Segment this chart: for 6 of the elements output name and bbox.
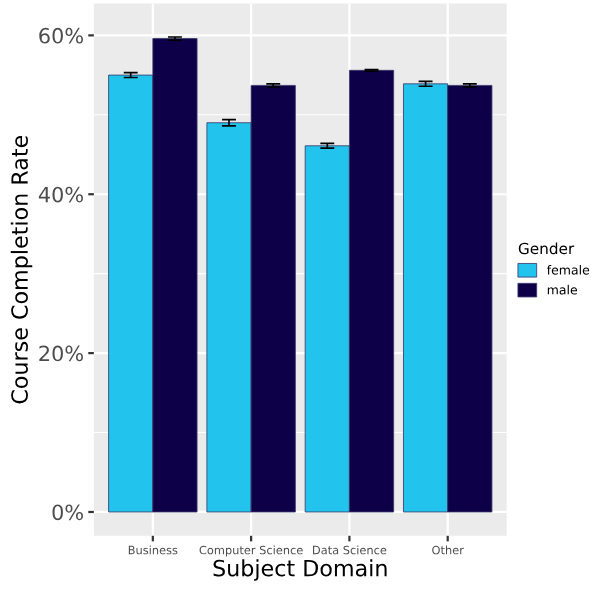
y-tick-label: 0% xyxy=(52,504,83,521)
y-tick-label: 60% xyxy=(39,27,83,44)
x-axis-title: Subject Domain xyxy=(213,559,387,581)
y-tick-label: 40% xyxy=(38,186,83,203)
y-axis-title: Course Completion Rate xyxy=(10,135,33,404)
y-tick-label: 20% xyxy=(39,345,83,362)
